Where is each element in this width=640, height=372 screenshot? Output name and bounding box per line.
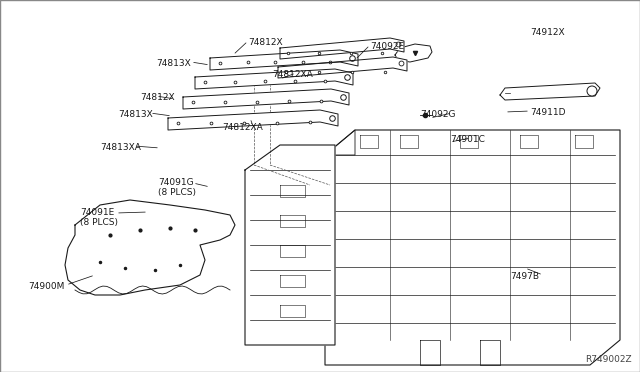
Polygon shape <box>480 340 500 365</box>
Polygon shape <box>280 185 305 197</box>
Text: 74812XA: 74812XA <box>222 123 263 132</box>
Text: 74812X: 74812X <box>140 93 175 102</box>
Text: 74813X: 74813X <box>156 59 191 68</box>
Text: (8 PLCS): (8 PLCS) <box>158 188 196 197</box>
Polygon shape <box>65 200 235 295</box>
Text: 74901C: 74901C <box>450 135 485 144</box>
Polygon shape <box>325 130 620 365</box>
Polygon shape <box>520 135 538 148</box>
Polygon shape <box>460 135 478 148</box>
Polygon shape <box>360 135 378 148</box>
Text: 74900M: 74900M <box>28 282 65 291</box>
Text: 74091G: 74091G <box>158 178 194 187</box>
Polygon shape <box>280 38 404 59</box>
Polygon shape <box>280 275 305 287</box>
Polygon shape <box>400 135 418 148</box>
Text: (8 PLCS): (8 PLCS) <box>80 218 118 227</box>
Polygon shape <box>195 69 353 89</box>
Text: 74092E: 74092E <box>370 42 404 51</box>
Text: 74813X: 74813X <box>118 110 153 119</box>
Polygon shape <box>500 83 600 100</box>
Text: 74812XA: 74812XA <box>272 70 313 79</box>
Text: 74812X: 74812X <box>248 38 283 47</box>
Text: 74813XA: 74813XA <box>100 143 141 152</box>
Polygon shape <box>183 89 349 109</box>
Text: R749002Z: R749002Z <box>586 355 632 364</box>
Polygon shape <box>395 44 432 62</box>
Polygon shape <box>280 305 305 317</box>
Text: 74091E: 74091E <box>80 208 115 217</box>
Text: 74912X: 74912X <box>530 28 564 37</box>
Polygon shape <box>210 50 358 70</box>
Polygon shape <box>245 145 335 345</box>
Polygon shape <box>280 245 305 257</box>
Polygon shape <box>575 135 593 148</box>
Circle shape <box>587 86 597 96</box>
Text: 74092G: 74092G <box>420 110 456 119</box>
Polygon shape <box>278 57 407 78</box>
Polygon shape <box>420 340 440 365</box>
Text: 74911D: 74911D <box>530 108 566 117</box>
Text: 7497B: 7497B <box>510 272 539 281</box>
Polygon shape <box>280 215 305 227</box>
Polygon shape <box>168 110 338 130</box>
Polygon shape <box>325 130 355 155</box>
